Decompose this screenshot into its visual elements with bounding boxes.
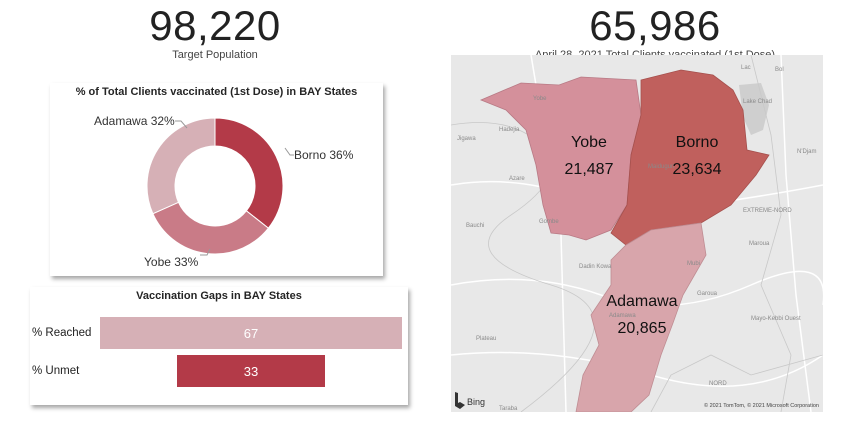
clients-vaccinated-kpi: 65,986 April 28, 2021 Total Clients vacc… xyxy=(520,2,790,62)
map-label-borno-value: 23,634 xyxy=(673,161,722,178)
target-population-kpi: 98,220 Target Population xyxy=(140,2,290,62)
map-place-hadejia: Hadejia xyxy=(499,127,520,133)
donut-chart-card[interactable]: % of Total Clients vaccinated (1st Dose)… xyxy=(50,83,383,276)
map-place-bauchi: Bauchi xyxy=(466,223,484,229)
borno-leader-line xyxy=(284,147,294,156)
gap-label-reached: % Reached xyxy=(32,327,92,339)
map-place-nord: NORD xyxy=(709,381,727,387)
gap-value-reached: 67 xyxy=(243,325,259,341)
yobe-leader-line xyxy=(200,248,211,256)
donut-chart-title: % of Total Clients vaccinated (1st Dose)… xyxy=(75,86,358,98)
gap-bar-reached[interactable]: 67 xyxy=(100,317,402,349)
map-place-dadin-kowa: Dadin Kowa xyxy=(579,264,612,270)
bay-states-map[interactable]: Yobe Jigawa Hadejia Azare Gombe Bauchi P… xyxy=(451,55,823,412)
map-place-bol: Bol xyxy=(775,67,784,73)
target-population-label: Target Population xyxy=(172,49,258,61)
donut-slice-borno[interactable] xyxy=(214,117,284,229)
state-yobe[interactable] xyxy=(479,76,642,241)
map-place-maiduguri: Maiduguri xyxy=(648,164,674,170)
map-label-adamawa-value: 20,865 xyxy=(618,320,667,337)
gap-bar-unmet[interactable]: 33 xyxy=(176,355,326,387)
map-place-gombe: Gombe xyxy=(539,219,559,225)
map-place-lac: Lac xyxy=(741,65,751,71)
map-label-yobe-name: Yobe xyxy=(571,134,607,151)
gap-label-unmet: % Unmet xyxy=(32,365,80,377)
donut-chart[interactable]: Adamawa 32% Borno 36% Yobe 33% xyxy=(50,83,383,276)
map-place-mubi: Mubi xyxy=(687,261,700,267)
state-borno[interactable] xyxy=(610,69,770,246)
state-adamawa[interactable] xyxy=(575,222,707,412)
donut-label-adamawa: Adamawa 32% xyxy=(94,114,175,128)
map-place-maroua: Maroua xyxy=(749,241,770,247)
map-place-jigawa: Jigawa xyxy=(457,136,476,142)
map-place-plateau: Plateau xyxy=(476,336,496,342)
adamawa-leader-line xyxy=(175,120,188,129)
donut-slice-yobe[interactable] xyxy=(152,201,270,255)
map-place-yobe: Yobe xyxy=(533,96,547,102)
donut-label-borno: Borno 36% xyxy=(294,148,354,162)
map-label-adamawa-name: Adamawa xyxy=(606,293,677,310)
map-place-taraba: Taraba xyxy=(499,406,518,412)
map-place-azare: Azare xyxy=(509,176,525,182)
map-place-ndjamena: N'Djam xyxy=(797,149,816,155)
map-place-lake-chad: Lake Chad xyxy=(743,99,772,105)
gap-value-unmet: 33 xyxy=(243,363,259,379)
map-place-garoua: Garoua xyxy=(697,291,718,297)
donut-label-yobe: Yobe 33% xyxy=(144,255,199,269)
map-place-extreme-nord: EXTREME-NORD xyxy=(743,208,792,214)
vaccination-gaps-card[interactable]: Vaccination Gaps in BAY States % Reached… xyxy=(30,287,408,405)
target-population-value: 98,220 xyxy=(149,2,281,49)
map-place-adamawa: Adamawa xyxy=(609,313,636,319)
map-place-mayo-kebbi: Mayo-Kebbi Ouest xyxy=(751,316,801,322)
clients-vaccinated-value: 65,986 xyxy=(589,2,721,49)
map-label-yobe-value: 21,487 xyxy=(565,161,614,178)
bing-icon xyxy=(455,392,465,409)
gaps-chart-title: Vaccination Gaps in BAY States xyxy=(136,290,302,302)
bing-logo: Bing xyxy=(455,392,485,409)
bing-label: Bing xyxy=(467,397,485,407)
map-label-borno-name: Borno xyxy=(676,134,719,151)
map-copyright: © 2021 TomTom, © 2021 Microsoft Corporat… xyxy=(704,402,819,409)
donut-slice-adamawa[interactable] xyxy=(146,117,216,215)
